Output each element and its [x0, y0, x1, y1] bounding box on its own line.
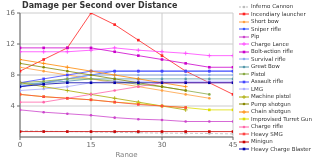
html-text:LMG: LMG: [251, 85, 264, 92]
html-text:Machine pistol: Machine pistol: [251, 93, 291, 99]
html-text:Heavy Charge Blaster: Heavy Charge Blaster: [251, 145, 311, 152]
html-text:Inferno Cannon: Inferno Cannon: [251, 3, 294, 9]
html-text:Improvised Turret Gun: Improvised Turret Gun: [251, 115, 313, 122]
html-text:Incendiary launcher: Incendiary launcher: [251, 10, 306, 17]
svg-text:0: 0: [18, 141, 22, 149]
html-text:Sniper rifle: Sniper rifle: [251, 25, 281, 32]
svg-text:4: 4: [11, 102, 16, 110]
html-text:Damage per Second over Distanc: Damage per Second over Distance: [22, 1, 178, 10]
html-text:Bolt-action rifle: Bolt-action rifle: [251, 48, 294, 54]
html-text:Chain shotgun: Chain shotgun: [251, 108, 291, 114]
svg-text:12: 12: [8, 40, 15, 48]
html-text:Charge rifle: Charge rifle: [251, 123, 284, 129]
svg-text:15: 15: [87, 141, 96, 149]
html-text:Pip: Pip: [251, 33, 260, 39]
html-text:Pistol: Pistol: [251, 70, 266, 77]
html-text:Pump shotgun: Pump shotgun: [251, 100, 291, 107]
html-text:Short bow: Short bow: [251, 18, 279, 24]
html-text:Survival rifle: Survival rifle: [251, 55, 286, 62]
html-text:Heavy SMG: Heavy SMG: [251, 130, 283, 137]
svg-text:Range: Range: [115, 151, 137, 157]
svg-text:16: 16: [8, 9, 16, 17]
html-text:Charge Lance: Charge Lance: [251, 40, 289, 47]
html-text:Great Bow: Great Bow: [251, 63, 280, 69]
html-text:Minigun: Minigun: [251, 138, 273, 144]
svg-text:8: 8: [11, 71, 15, 79]
svg-text:30: 30: [158, 141, 167, 149]
html-text:Assault rifle: Assault rifle: [251, 78, 284, 84]
svg-text:45: 45: [229, 141, 238, 149]
